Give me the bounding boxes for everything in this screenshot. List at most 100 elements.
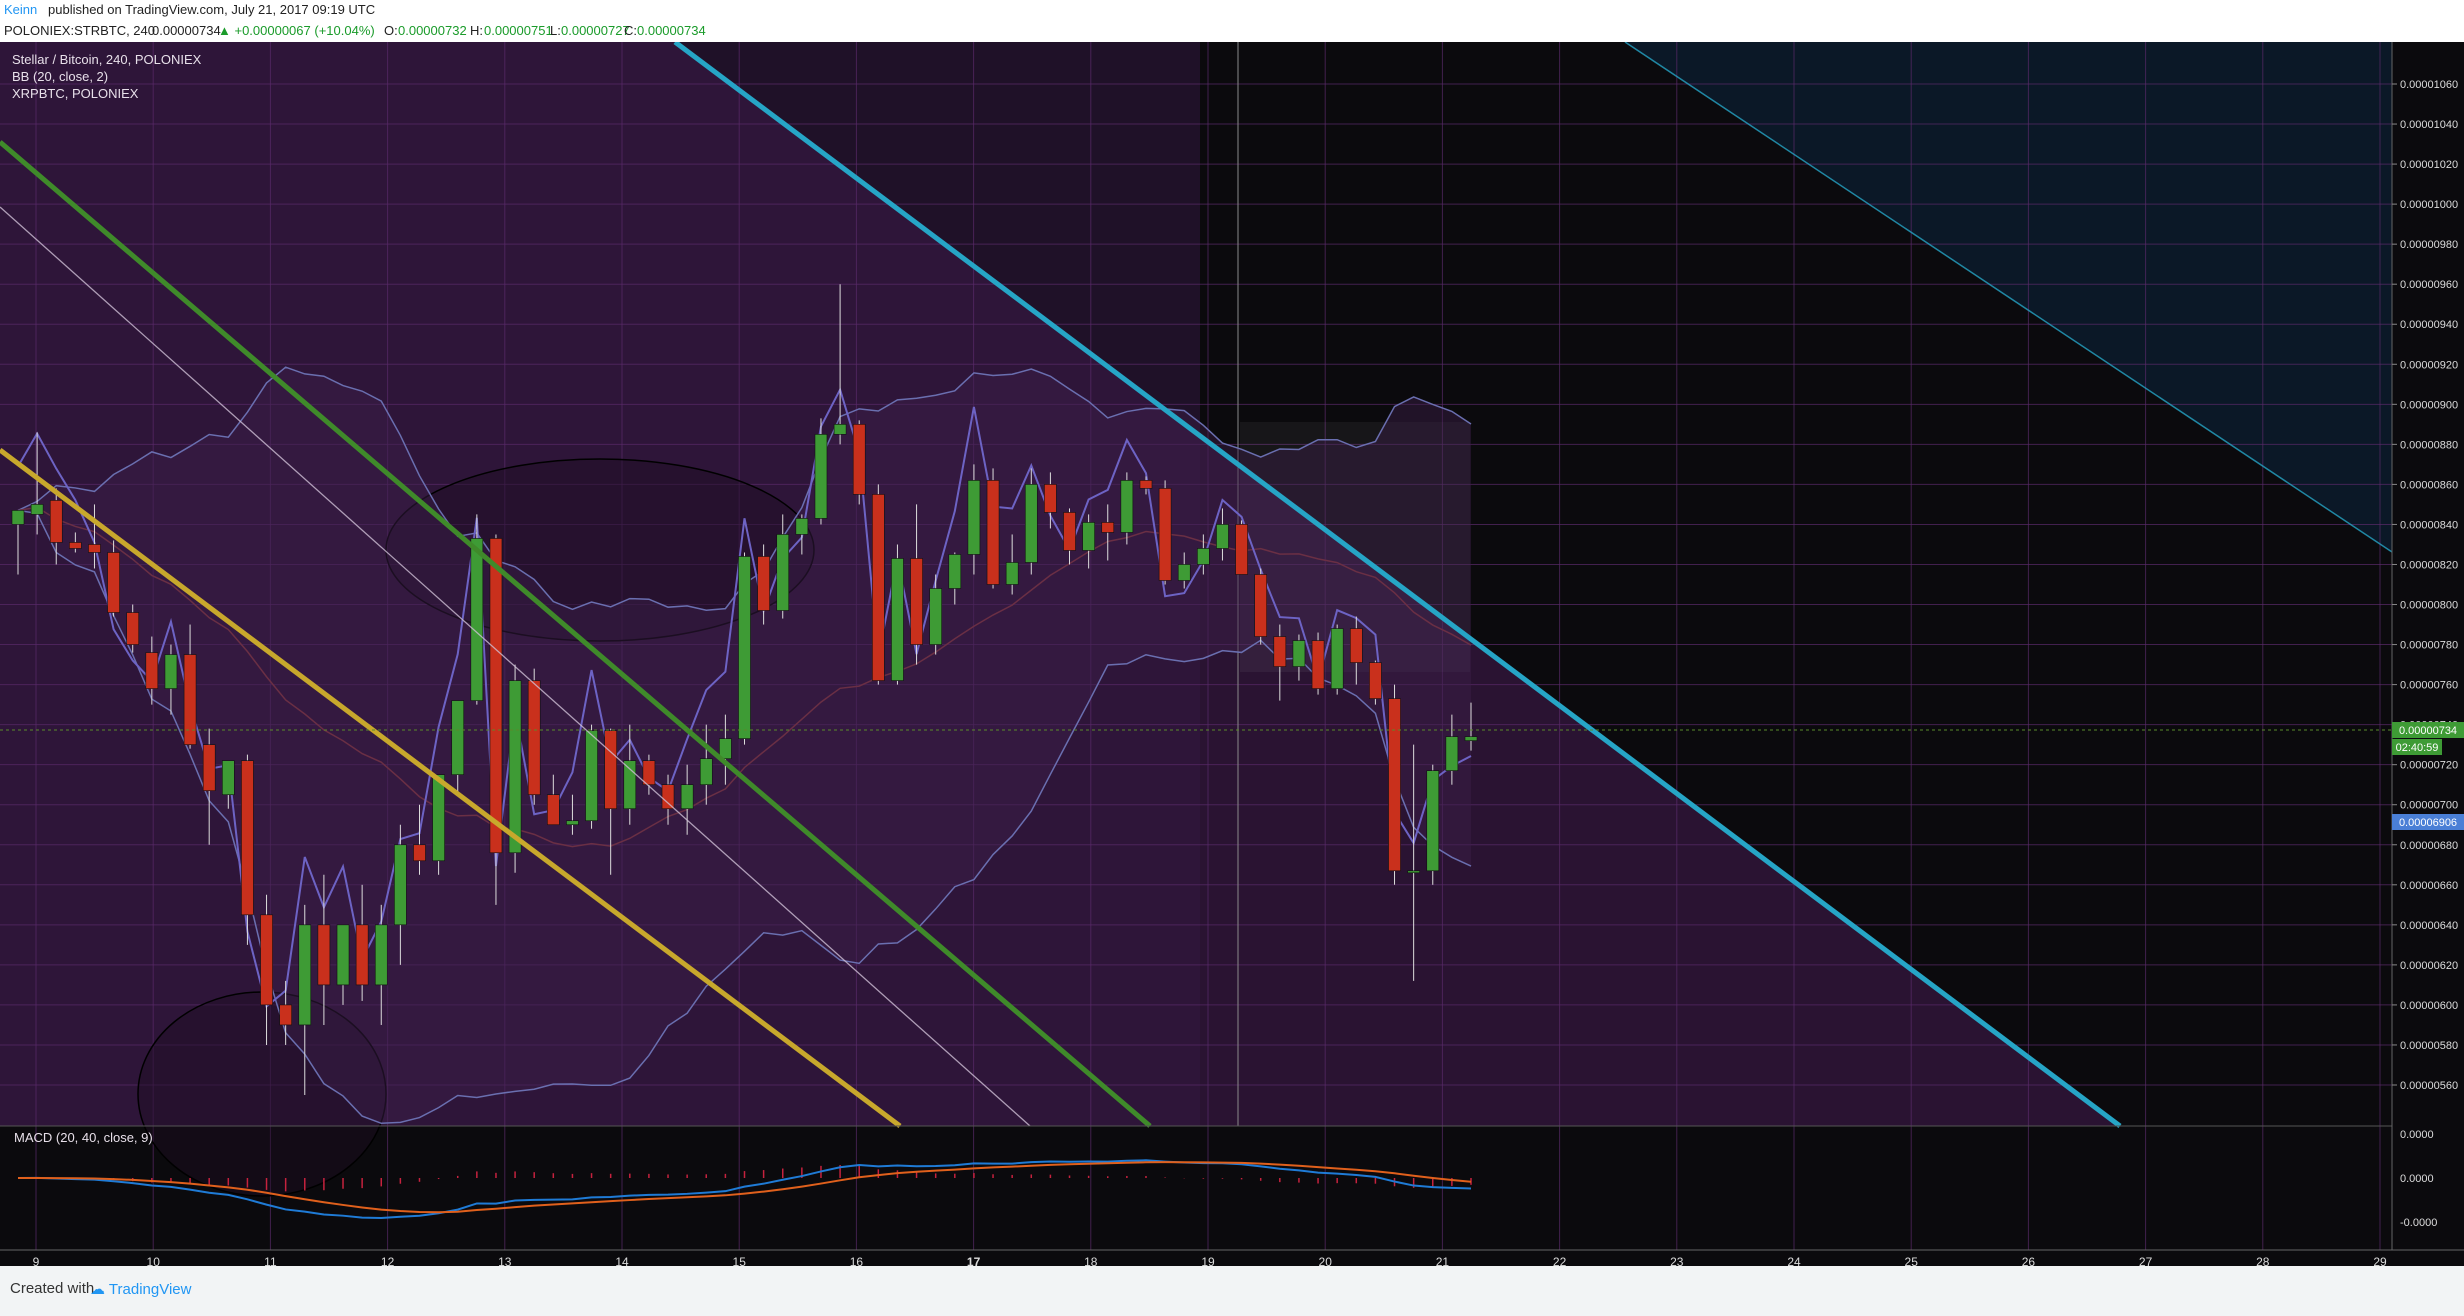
- candle: [585, 724, 598, 829]
- price-chart[interactable]: 0.000010600.000010400.000010200.00001000…: [0, 42, 2464, 1266]
- candle: [1311, 632, 1325, 695]
- candle: [88, 504, 101, 569]
- candle-body-down: [317, 924, 331, 986]
- candle-body-up: [508, 680, 522, 854]
- author-link[interactable]: Keinn: [4, 2, 38, 17]
- candle: [1216, 508, 1229, 561]
- time-tick-label: 11: [264, 1255, 277, 1266]
- price-badge: 0.00000734: [2392, 722, 2464, 738]
- candle: [929, 574, 942, 655]
- tradingview-logo[interactable]: ☁ TradingView: [90, 1281, 192, 1298]
- candle-body-up: [1024, 484, 1038, 563]
- candle-body-up: [1177, 564, 1191, 581]
- price-tick-label: 0.00000760: [2400, 680, 2458, 692]
- candle-body-up: [948, 554, 962, 589]
- candle-body-up: [795, 518, 809, 535]
- countdown-badge-text: 02:40:59: [2396, 742, 2439, 754]
- candle-body-up: [585, 730, 598, 822]
- tradingview-brand: TradingView: [108, 1281, 192, 1298]
- blue-trendline[interactable]: [673, 42, 2122, 1128]
- bb-lower: [17, 509, 1472, 1125]
- price-change: ▲ +0.00000067 (+10.04%): [218, 23, 375, 38]
- price-tick-label: 0.00001040: [2400, 119, 2458, 131]
- candle-body-up: [1292, 640, 1306, 667]
- candle: [948, 552, 962, 605]
- candle: [1024, 468, 1038, 575]
- candle: [1445, 714, 1459, 785]
- candle: [1158, 480, 1172, 585]
- price-tick-label: 0.00000880: [2400, 439, 2458, 451]
- time-tick-label: 23: [1670, 1255, 1684, 1266]
- candle-body-up: [1426, 770, 1440, 872]
- candle: [11, 510, 25, 575]
- price-tick-label: 0.00000680: [2400, 840, 2458, 852]
- candle: [1464, 702, 1478, 751]
- candle: [30, 432, 44, 535]
- candle: [1407, 744, 1420, 981]
- candle-body-up: [1216, 524, 1229, 549]
- candle-body-up: [776, 534, 790, 611]
- candle-body-up: [336, 924, 350, 986]
- candle-body-down: [183, 654, 197, 745]
- candle-body-down: [604, 730, 617, 810]
- time-tick-label: 18: [1084, 1255, 1098, 1266]
- candle: [604, 728, 617, 875]
- candle: [1292, 634, 1306, 681]
- candle-body-down: [69, 542, 82, 549]
- candle: [1273, 624, 1287, 701]
- candle: [719, 714, 732, 785]
- candle: [757, 544, 770, 625]
- candle: [623, 724, 637, 825]
- candle: [394, 824, 407, 965]
- candle: [1388, 684, 1401, 885]
- candle-body-up: [1330, 628, 1344, 689]
- candle-body-up: [1407, 870, 1420, 874]
- candle-body-down: [260, 914, 273, 1006]
- time-axis-ticks: 9 10 11 12 13 14 15 16 17 18 19 20 21 22 23 24 25 26 27 28 2…: [33, 1255, 2387, 1266]
- candle-body-up: [451, 700, 465, 775]
- candle: [642, 754, 656, 795]
- candle-body-up: [719, 738, 732, 759]
- thin-blue-trendline[interactable]: [1624, 42, 2393, 553]
- candle: [699, 724, 713, 805]
- macd-tick-label: 0.0000: [2400, 1129, 2434, 1141]
- footer: Created with ☁ TradingView: [0, 1266, 2464, 1316]
- candle-body-down: [986, 480, 1000, 585]
- candle: [126, 604, 140, 653]
- symbol-bar: POLONIEX:STRBTC, 240 0.00000734 ▲ +0.000…: [0, 20, 2464, 42]
- price-tick-label: 0.00000720: [2400, 760, 2458, 772]
- candle: [298, 904, 312, 1096]
- candle: [1005, 534, 1019, 595]
- candle-body-up: [432, 774, 445, 862]
- candle-body-up: [833, 424, 847, 435]
- green-trendline: [0, 140, 1152, 1128]
- candle-body-down: [757, 556, 770, 611]
- candle: [336, 924, 350, 1005]
- price-tick-label: 0.00000920: [2400, 359, 2458, 371]
- candle: [547, 774, 560, 826]
- candle: [833, 284, 847, 445]
- candle-body-up: [470, 538, 484, 701]
- time-tick-label: 13: [498, 1255, 512, 1266]
- candle: [69, 532, 82, 553]
- price-tick-label: 0.00000900: [2400, 399, 2458, 411]
- time-tick-label: 26: [2022, 1255, 2036, 1266]
- candle: [470, 514, 484, 705]
- candle-body-down: [88, 544, 101, 553]
- candle: [872, 484, 885, 685]
- candle: [164, 644, 178, 715]
- candle: [260, 894, 273, 1045]
- price-tick-label: 0.00000700: [2400, 800, 2458, 812]
- candle: [566, 794, 579, 835]
- candle-body-down: [107, 552, 120, 613]
- price-tick-label: 0.00000980: [2400, 239, 2458, 251]
- candle: [1426, 764, 1440, 885]
- legend-title: Stellar / Bitcoin, 240, POLONIEX: [12, 52, 202, 67]
- candle: [355, 884, 369, 1001]
- candle: [241, 754, 254, 945]
- created-with-text: Created with: [10, 1280, 95, 1297]
- candle-body-down: [661, 784, 675, 810]
- price-tick-label: 0.00000800: [2400, 600, 2458, 612]
- price-axis[interactable]: [2392, 42, 2464, 1266]
- price-tick-label: 0.00000620: [2400, 960, 2458, 972]
